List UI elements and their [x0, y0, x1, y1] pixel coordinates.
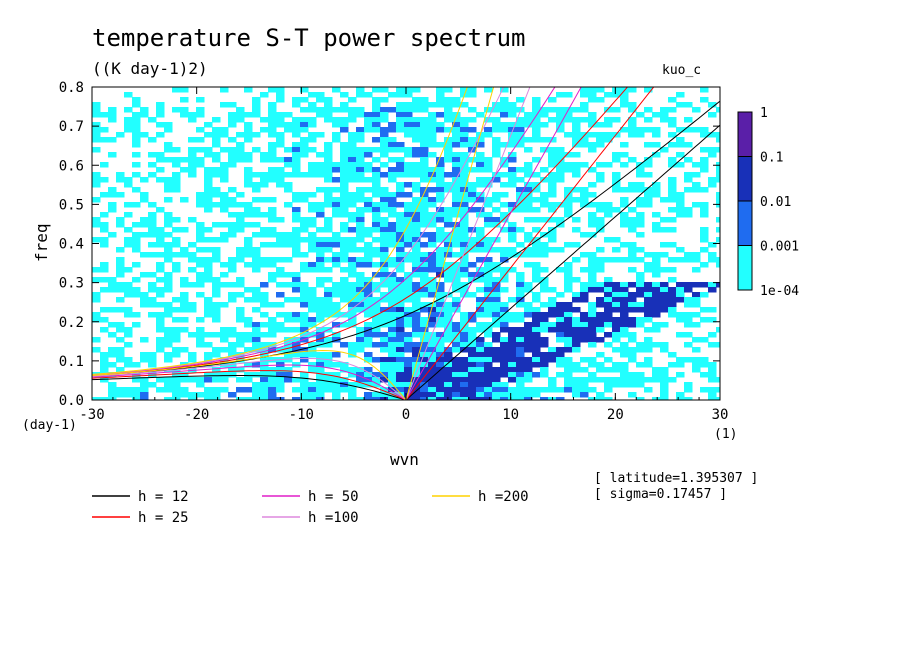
colorbar-segment [737, 156, 753, 202]
dispersion-curves [92, 87, 720, 400]
legend-label: h = 12 [138, 489, 189, 505]
y-tick-label: 0.0 [59, 393, 84, 409]
info-latitude: [ latitude=1.395307 ] [594, 471, 758, 486]
spectrum-field [92, 87, 720, 400]
y-tick-label: 0.4 [59, 237, 84, 253]
colorbar-segment [737, 200, 753, 246]
dispersion-curve [92, 87, 505, 376]
colorbar-label: 1e-04 [760, 284, 799, 299]
colorbar-label: 0.001 [760, 240, 799, 255]
dispersion-curve [405, 87, 582, 400]
dispersion-curve [92, 100, 720, 377]
y-tick-label: 0.3 [59, 276, 84, 292]
chart-title: temperature S-T power spectrum [92, 24, 525, 52]
info-sigma: [ sigma=0.17457 ] [594, 487, 727, 502]
legend-label: h = 25 [138, 510, 189, 526]
y-tick-label: 0.5 [59, 197, 84, 213]
dispersion-curve [92, 370, 407, 400]
x-tick-label: -10 [289, 407, 314, 423]
x-tick-label: -20 [184, 407, 209, 423]
colorbar-label: 0.1 [760, 151, 783, 166]
dispersion-curve [405, 87, 531, 400]
x-unit-label: (1) [714, 427, 737, 442]
x-tick-label: 30 [712, 407, 729, 423]
y-tick-label: 0.7 [59, 119, 84, 135]
y-tick-label: 0.6 [59, 158, 84, 174]
colorbar-segment [737, 111, 753, 157]
x-axis-label: wvn [390, 450, 419, 469]
x-tick-label: 10 [502, 407, 519, 423]
colorbar-segment [737, 245, 753, 291]
dispersion-curve [92, 87, 468, 375]
dispersion-curve [92, 349, 407, 400]
dispersion-curve [92, 87, 629, 376]
colorbar-label: 1 [760, 106, 768, 121]
x-tick-label: 20 [607, 407, 624, 423]
dispersion-curve [92, 364, 407, 400]
x-tick-label: -30 [79, 407, 104, 423]
dispersion-curve [405, 124, 720, 400]
y-tick-label: 0.2 [59, 315, 84, 331]
colorbar: 1 0.1 0.01 0.001 1e-04 [737, 106, 799, 299]
dispersion-curve [405, 87, 655, 400]
legend-label: h =100 [308, 510, 359, 526]
axes: -30 -20 -10 0 10 20 30 0.0 0.1 0.2 0.3 0.4 0.5 0.6 0.7… [59, 80, 729, 423]
y-tick-label: 0.8 [59, 80, 84, 96]
chart-tag: kuo_c [662, 63, 701, 78]
dispersion-curve [92, 375, 407, 400]
colorbar-label: 0.01 [760, 195, 791, 210]
legend: h = 12 h = 25 h = 50 h =100 h =200 [92, 489, 529, 526]
dispersion-curve [92, 87, 556, 376]
dispersion-curve [405, 87, 495, 400]
y-axis-label: freq [32, 223, 51, 262]
chart-subtitle: ((K day-1)2) [92, 59, 208, 78]
dispersion-curve [92, 357, 407, 400]
legend-label: h = 50 [308, 489, 359, 505]
x-tick-label: 0 [402, 407, 410, 423]
y-unit-label: (day-1) [22, 418, 77, 433]
legend-label: h =200 [478, 489, 529, 505]
y-tick-label: 0.1 [59, 354, 84, 370]
